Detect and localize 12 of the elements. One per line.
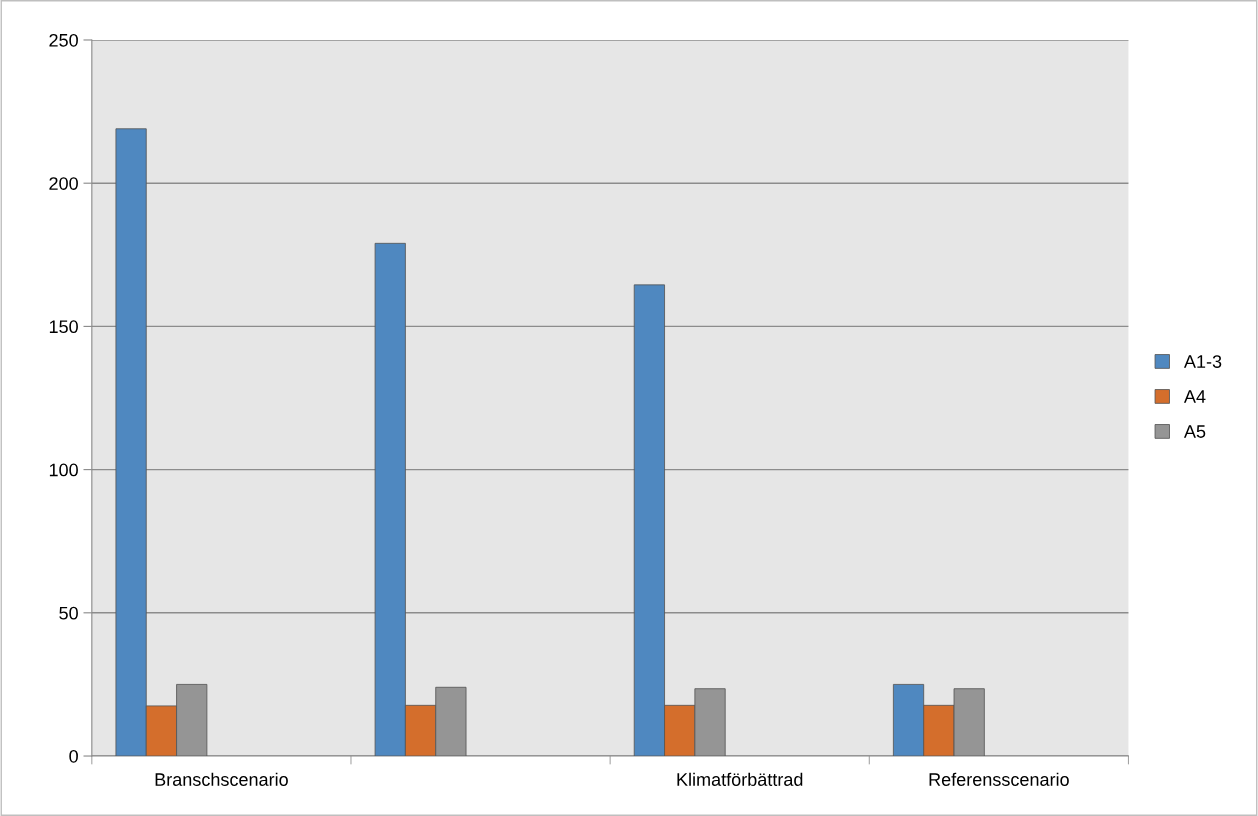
y-tick-label: 50 [59,606,78,620]
y-tick-label: 200 [49,177,78,190]
legend-label: A4 [1183,390,1206,403]
legend-label: A1-3 [1183,355,1222,368]
y-tick-label: 250 [49,33,78,47]
y-tick-label: 150 [49,320,78,334]
legend-label: A5 [1183,425,1206,438]
y-tick-label: 0 [69,749,78,763]
x-tick-label: Klimatförbättrad [677,772,803,786]
x-tick-label: Referensscenario [929,772,1069,786]
y-tick-label: 100 [49,463,78,477]
x-tick-label: Branschscenario [155,772,288,786]
